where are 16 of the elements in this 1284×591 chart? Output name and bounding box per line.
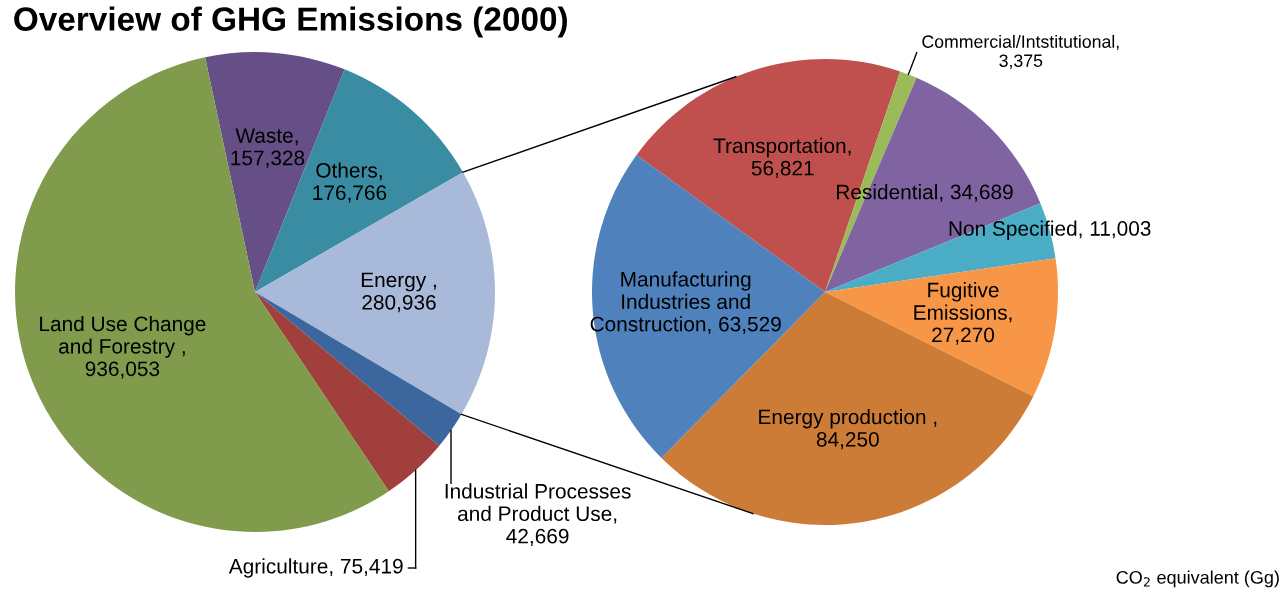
pie-slice [825,258,1058,397]
pie-slice [255,292,462,446]
text: CO$_{2}$ equivalent (Gg) [1116,570,1279,588]
slice-label: Energy , 280,936 [361,272,436,313]
slice-label: Land Use Change and Forestry , 936,053 [40,315,206,379]
slice-label: Energy production , 84,250 [759,409,937,450]
slice-label: Fugitive Emissions, 27,270 [914,282,1012,345]
slice-label: Agriculture, 75,419 [228,558,403,578]
slice-label: Transportation, 56,821 [713,137,851,179]
slice-label: Industrial Processes and Product Use, 42,669 [445,483,631,546]
slice-label: Commercial/Intstitutional, 3,375 [922,34,1119,70]
slice-label: Waste, 157,328 [231,128,305,168]
slice-label: Residential, 34,689 [837,184,1013,202]
chart-title: Overview of GHG Emissions (2000) [14,6,567,38]
slice-label: Others, 176,766 [313,162,387,203]
pie-slice [255,292,440,492]
